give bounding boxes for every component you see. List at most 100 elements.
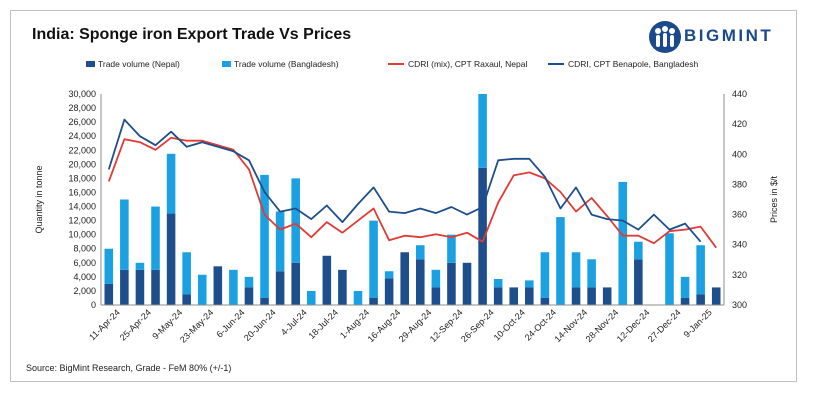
- bar-nepal: [244, 287, 254, 305]
- bar-nepal: [602, 287, 612, 305]
- bar-nepal: [540, 297, 550, 305]
- bar-bangladesh: [229, 269, 238, 305]
- bar-bangladesh: [431, 269, 441, 288]
- x-tick-label: 16-Aug-24: [366, 307, 403, 344]
- legend-label: Trade volume (Bangladesh): [234, 59, 339, 69]
- y2-tick-label: 380: [732, 179, 747, 189]
- y-tick-label: 6,000: [73, 258, 96, 268]
- legend-label: CDRI (mix), CPT Raxaul, Nepal: [408, 59, 527, 69]
- bar-nepal: [322, 255, 332, 305]
- bar-nepal: [151, 269, 160, 305]
- x-tick-label: 25-Apr-24: [118, 307, 153, 342]
- bar-bangladesh: [104, 248, 114, 284]
- bar-bangladesh: [384, 271, 394, 279]
- brand-logo: BIGMINT: [648, 20, 798, 54]
- bar-bangladesh: [416, 245, 425, 260]
- y-tick-label: 24,000: [68, 131, 96, 141]
- y2-tick-label: 420: [732, 119, 747, 129]
- y-axis-title: Quantity in tonne: [34, 165, 44, 233]
- y-tick-label: 0: [91, 300, 96, 310]
- bar-bangladesh: [151, 206, 160, 270]
- bar-bangladesh: [306, 290, 316, 305]
- y2-axis-title: Prices in $/t: [769, 175, 779, 223]
- bar-nepal: [571, 287, 581, 305]
- y-tick-label: 30,000: [68, 89, 96, 99]
- bar-bangladesh: [571, 252, 581, 288]
- y-tick-label: 20,000: [68, 159, 96, 169]
- bar-bangladesh: [260, 174, 269, 298]
- y2-tick-label: 320: [732, 270, 747, 280]
- bar-bangladesh: [540, 252, 550, 298]
- bar-nepal: [135, 269, 145, 305]
- y-tick-label: 10,000: [68, 230, 96, 240]
- bar-bangladesh: [244, 276, 254, 288]
- bar-nepal: [104, 283, 114, 305]
- legend-label: Trade volume (Nepal): [98, 59, 180, 69]
- chart-title: India: Sponge iron Export Trade Vs Price…: [32, 26, 352, 43]
- bar-nepal: [338, 269, 347, 305]
- x-tick-label: 23-May-24: [178, 307, 215, 344]
- bar-nepal: [634, 259, 643, 305]
- y-tick-label: 26,000: [68, 117, 96, 127]
- x-tick-label: 10-Oct-24: [492, 307, 527, 342]
- x-tick-label: 4-Jul-24: [279, 307, 309, 337]
- x-tick-label: 26-Sep-24: [459, 307, 496, 344]
- bar-bangladesh: [447, 234, 456, 263]
- y-tick-label: 12,000: [68, 216, 96, 226]
- bar-bangladesh: [493, 278, 503, 288]
- bar-nepal: [416, 259, 425, 305]
- bar-bangladesh: [275, 211, 285, 272]
- bar-nepal: [260, 297, 269, 305]
- y-tick-label: 18,000: [68, 173, 96, 183]
- chart-frame: [10, 10, 797, 382]
- x-tick-label: 12-Dec-24: [615, 307, 652, 344]
- y-tick-label: 14,000: [68, 202, 96, 212]
- line-cdri-benapole: [107, 118, 702, 243]
- bar-bangladesh: [618, 181, 628, 305]
- brand-name: BIGMINT: [684, 26, 774, 45]
- x-tick-label: 18-Jul-24: [306, 307, 340, 341]
- bar-bangladesh: [135, 262, 145, 270]
- bar-nepal: [275, 271, 285, 305]
- y2-tick-label: 440: [732, 89, 747, 99]
- bar-nepal: [369, 297, 378, 305]
- x-tick-label: 12-Sep-24: [428, 307, 465, 344]
- y-tick-label: 2,000: [73, 286, 96, 296]
- bar-nepal: [711, 287, 721, 305]
- bar-nepal: [478, 167, 487, 305]
- legend-label: CDRI, CPT Benapole, Bangladesh: [568, 59, 699, 69]
- bar-bangladesh: [556, 217, 565, 305]
- legend-swatch: [222, 61, 231, 67]
- x-tick-label: 11-Apr-24: [87, 307, 122, 342]
- x-tick-label: 28-Nov-24: [584, 307, 621, 344]
- bar-nepal: [462, 262, 472, 305]
- bar-bangladesh: [478, 94, 487, 168]
- y2-tick-label: 300: [732, 300, 747, 310]
- x-tick-label: 27-Dec-24: [646, 307, 683, 344]
- bar-nepal: [696, 294, 705, 305]
- brand-people-icon: [649, 21, 681, 53]
- bar-nepal: [447, 262, 456, 305]
- legend-swatch: [86, 61, 95, 67]
- bar-bangladesh: [680, 276, 690, 298]
- bar-nepal: [431, 287, 441, 305]
- bar-nepal: [213, 266, 223, 305]
- y-tick-label: 16,000: [68, 187, 96, 197]
- bar-bangladesh: [291, 178, 300, 263]
- y-tick-label: 8,000: [73, 244, 96, 254]
- bar-bangladesh: [665, 233, 674, 305]
- bar-bangladesh: [166, 153, 176, 214]
- bar-bangladesh: [182, 252, 191, 295]
- bar-nepal: [400, 252, 409, 305]
- y-tick-label: 4,000: [73, 272, 96, 282]
- y2-tick-label: 360: [732, 210, 747, 220]
- bar-nepal: [384, 278, 394, 305]
- bar-bangladesh: [634, 241, 643, 260]
- bar-bangladesh: [197, 274, 207, 305]
- bar-nepal: [291, 262, 300, 305]
- bar-bangladesh: [120, 199, 129, 270]
- y2-tick-label: 400: [732, 149, 747, 159]
- bar-nepal: [509, 287, 519, 305]
- bar-nepal: [587, 287, 596, 305]
- bar-nepal: [182, 294, 191, 305]
